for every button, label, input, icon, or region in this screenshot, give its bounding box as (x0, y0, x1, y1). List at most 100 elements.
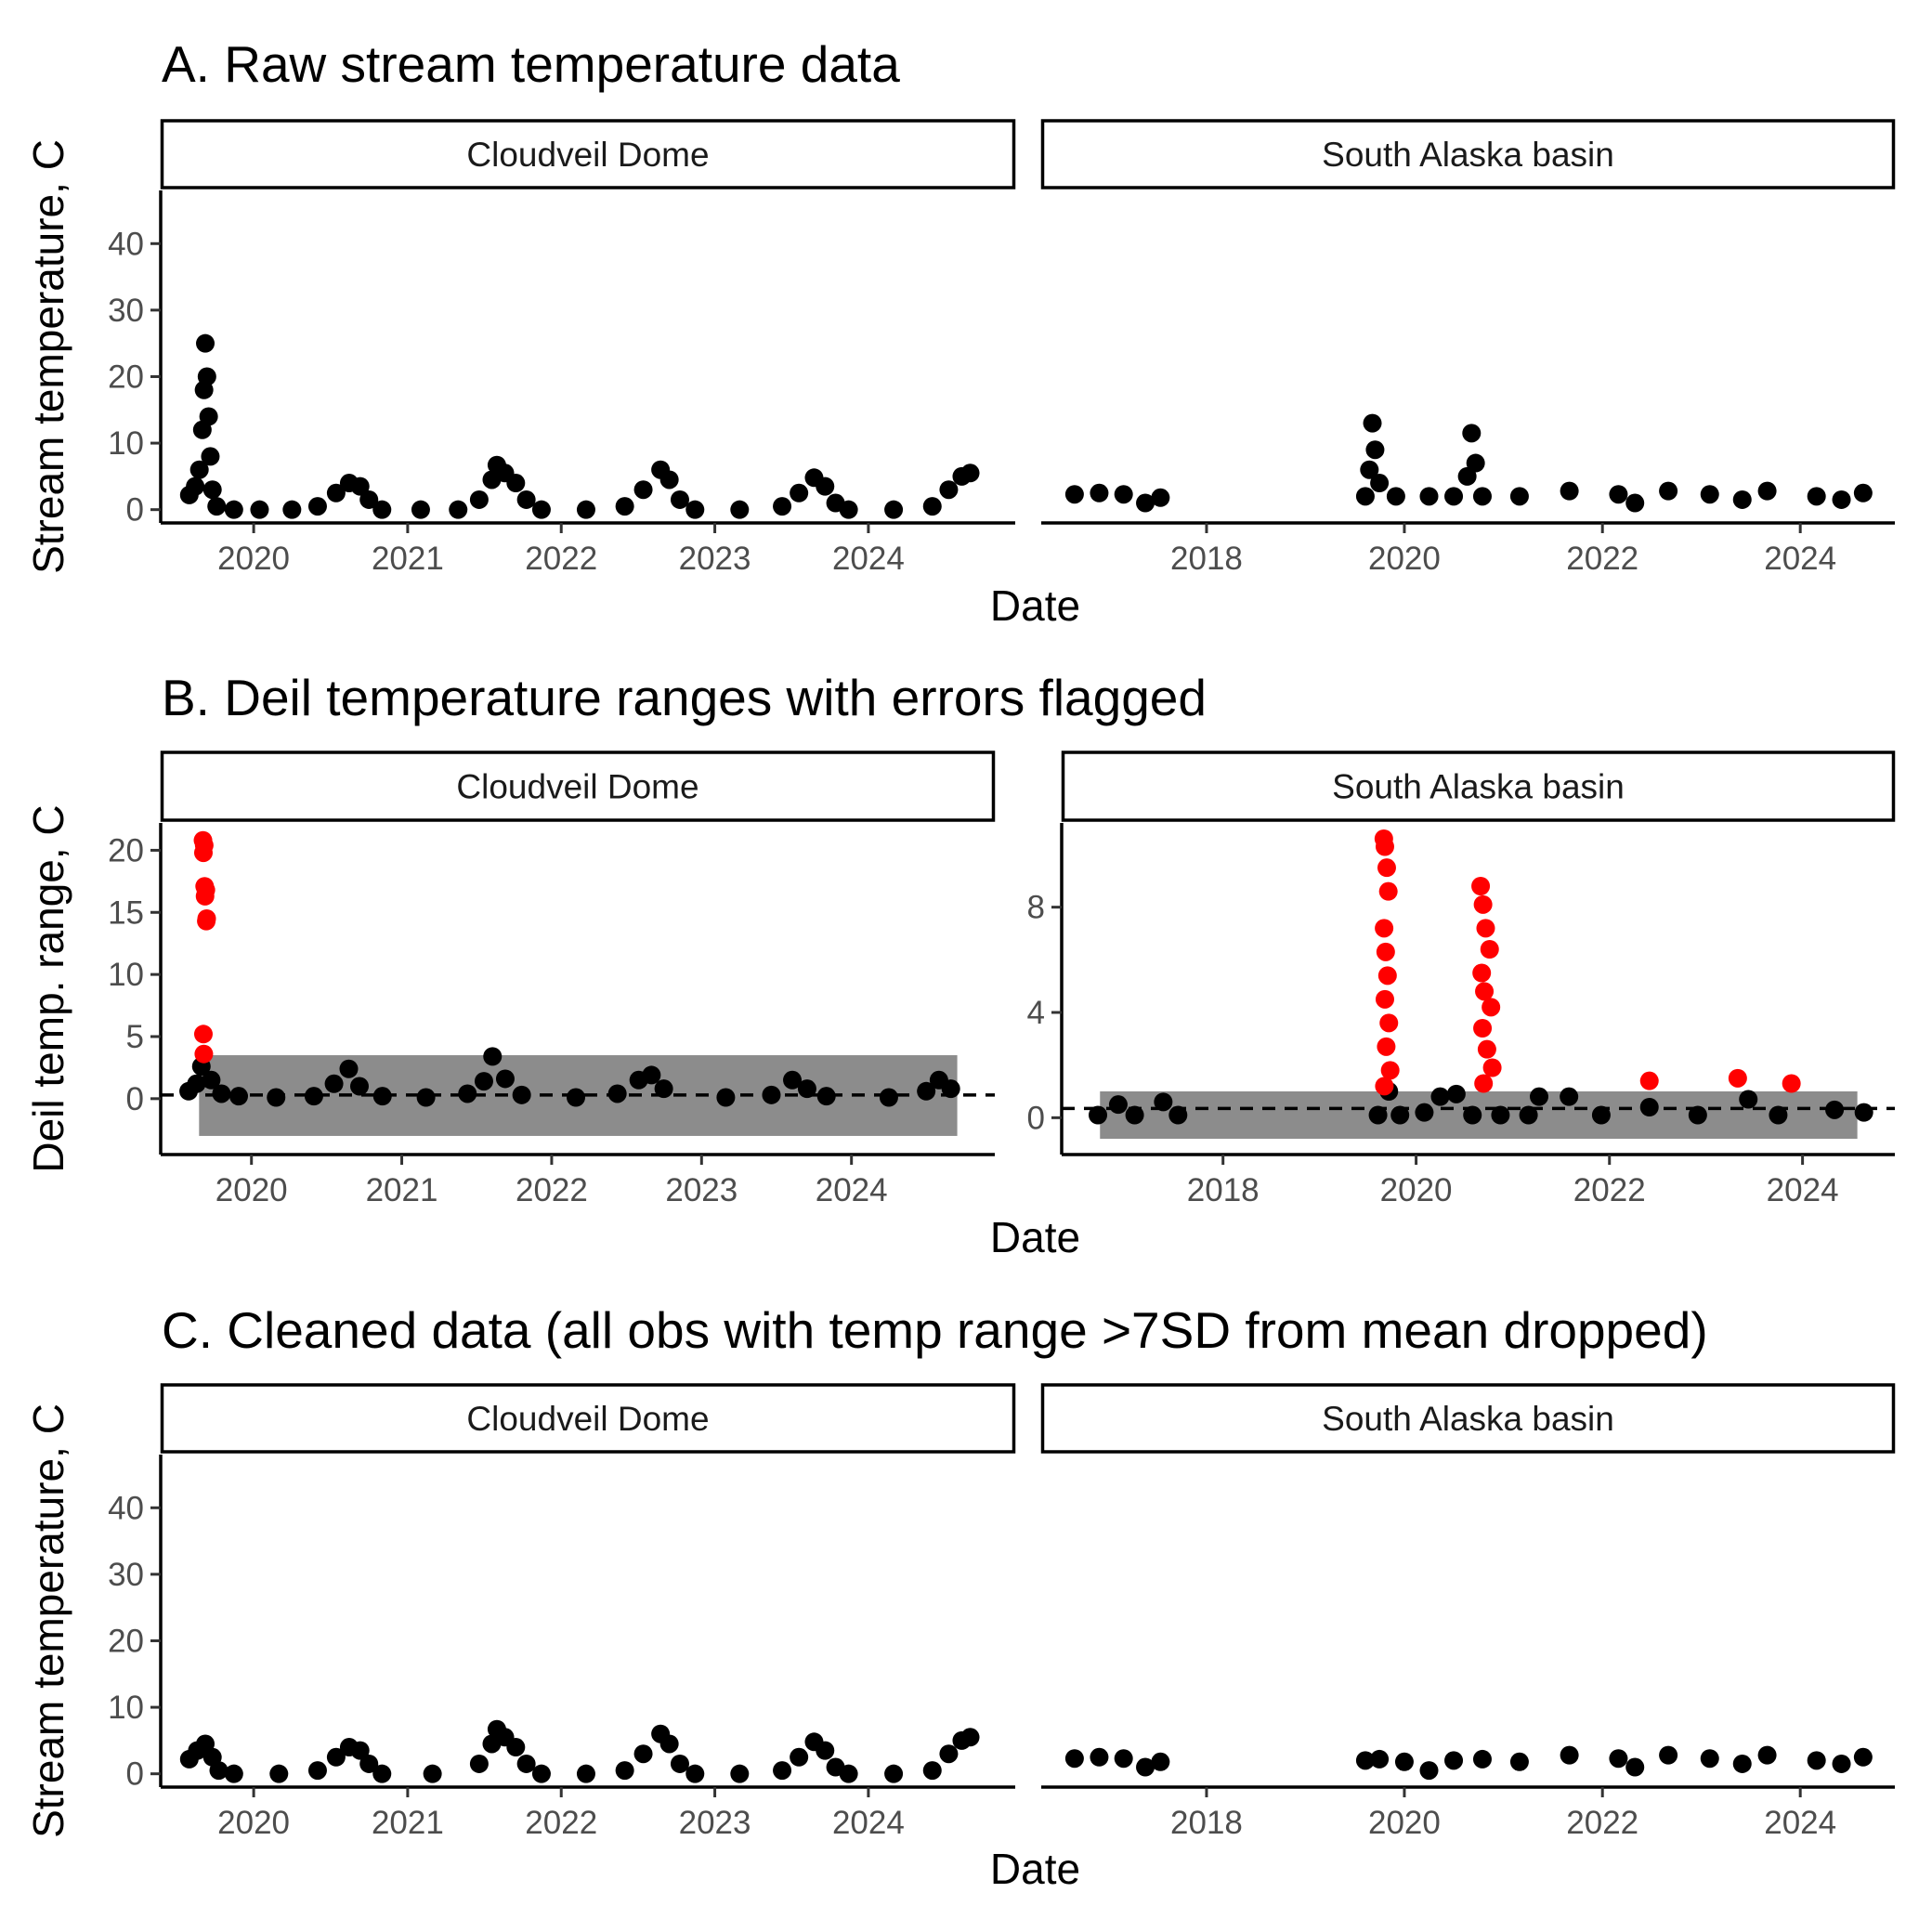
data-point (516, 1754, 536, 1773)
data-point (349, 1077, 369, 1096)
data-point (495, 1069, 515, 1089)
x-tick-label: 2021 (372, 1805, 444, 1841)
data-point (1609, 1749, 1628, 1769)
data-point (1700, 1749, 1719, 1769)
data-point (202, 1070, 221, 1090)
facet-panel: South Alaska basin 2018 2020 2022 2024 (1040, 119, 1896, 577)
data-point (1064, 1749, 1084, 1769)
data-point (922, 497, 942, 516)
data-point (199, 407, 218, 426)
data-point (1376, 942, 1395, 961)
data-point (1807, 487, 1826, 506)
x-tick-label: 2022 (525, 1805, 597, 1841)
data-point (209, 1761, 228, 1781)
data-point (531, 500, 551, 519)
data-point (1625, 1757, 1645, 1777)
x-tick-label: 2020 (217, 541, 290, 577)
data-point (1136, 1757, 1155, 1777)
data-point (224, 1764, 243, 1783)
facet-panel: Cloudveil Dome 2020 2021 2022 2023 2024 0 10 20 3… (108, 1383, 1016, 1841)
data-point (1482, 1058, 1502, 1077)
data-point (1732, 490, 1752, 509)
data-point (1462, 424, 1482, 443)
data-point (483, 1047, 503, 1066)
data-point (449, 500, 468, 519)
series-1 (1064, 413, 1873, 513)
data-point (1370, 1749, 1390, 1769)
data-point (1370, 474, 1390, 493)
data-point (1419, 1761, 1439, 1781)
data-point (1471, 877, 1491, 895)
data-point (633, 1744, 653, 1764)
data-point (1560, 1745, 1579, 1765)
data-point (773, 1761, 792, 1781)
data-point (411, 500, 430, 519)
data-point (790, 1747, 809, 1767)
data-point (1476, 919, 1495, 938)
data-point (197, 367, 216, 386)
y-tick-label: 0 (126, 1756, 144, 1793)
data-point (1482, 998, 1501, 1017)
x-tick-label: 2023 (665, 1172, 738, 1208)
data-point (1769, 1105, 1788, 1125)
x-tick-label: 2024 (1767, 1172, 1839, 1208)
data-point (1360, 460, 1379, 479)
data-point (1700, 485, 1719, 504)
data-point (506, 1738, 526, 1757)
data-point (339, 1059, 359, 1078)
data-point (1125, 1105, 1144, 1125)
data-point (615, 1761, 634, 1781)
x-axis-title: Date (990, 1845, 1080, 1893)
data-point (659, 1734, 679, 1754)
chart-row-2: B. Deil temperature ranges with errors f… (24, 669, 1896, 1261)
data-point (307, 1761, 327, 1781)
series-2 (1374, 829, 1801, 1096)
data-point (1378, 881, 1398, 901)
data-point (1480, 940, 1499, 959)
data-point (1473, 894, 1493, 914)
facet-strip (160, 1383, 1016, 1454)
x-tick-label: 2023 (679, 1805, 751, 1841)
x-tick-label: 2022 (1566, 541, 1638, 577)
data-point (282, 500, 302, 519)
facet-strip-label: Cloudveil Dome (466, 136, 709, 174)
data-point (1363, 413, 1382, 433)
facet-strip-label: South Alaska basin (1332, 768, 1625, 806)
y-tick-label: 10 (108, 1690, 144, 1726)
data-point (1390, 1105, 1410, 1125)
x-tick-label: 2020 (1368, 541, 1441, 577)
data-point (816, 1087, 836, 1106)
data-point (359, 490, 379, 509)
x-tick-label: 2020 (215, 1172, 288, 1208)
data-point (1114, 1749, 1133, 1769)
y-tick-label: 40 (108, 1490, 144, 1526)
data-point (730, 500, 750, 519)
chart-row-1: A. Raw stream temperature data Stream tem… (24, 35, 1896, 630)
data-point (1560, 1087, 1579, 1106)
data-point (1444, 1751, 1464, 1770)
data-point (196, 881, 215, 900)
data-point (1151, 1752, 1170, 1771)
data-point (1457, 466, 1477, 486)
facet-strip (1040, 1383, 1896, 1454)
data-point (1136, 493, 1155, 513)
data-point (269, 1764, 289, 1783)
data-point (207, 497, 227, 516)
data-point (1560, 481, 1579, 501)
data-point (1472, 487, 1492, 506)
data-point (1379, 1013, 1399, 1033)
data-point (1659, 481, 1678, 501)
x-tick-label: 2024 (1764, 541, 1836, 577)
data-point (372, 1764, 392, 1783)
x-tick-label: 2024 (832, 541, 905, 577)
data-point (1853, 1747, 1873, 1767)
x-tick-label: 2018 (1187, 1172, 1260, 1208)
data-point (1473, 1019, 1493, 1038)
data-point (1380, 1061, 1400, 1080)
data-point (1854, 1103, 1873, 1122)
data-point (1825, 1100, 1845, 1119)
data-point (576, 1764, 595, 1783)
data-point (1386, 487, 1405, 506)
y-tick-label: 0 (126, 1081, 144, 1117)
